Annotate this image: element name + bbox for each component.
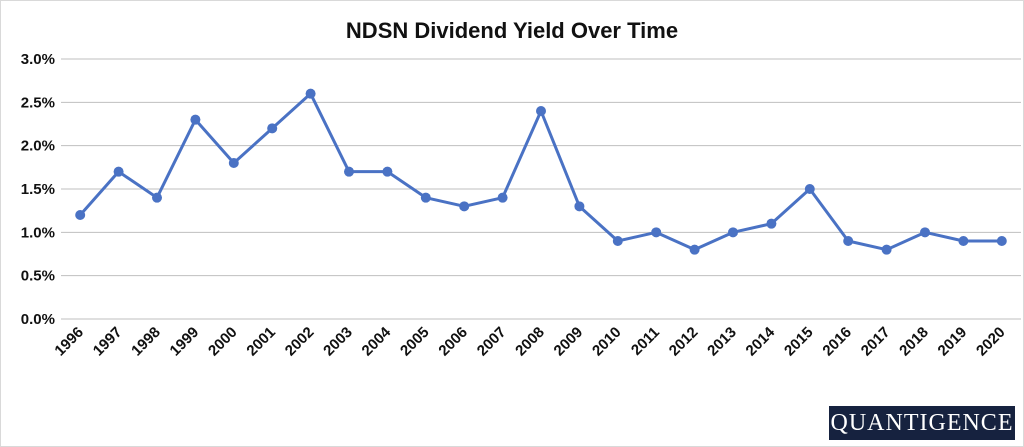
data-point — [689, 244, 700, 255]
data-point — [536, 106, 546, 116]
x-tick-label: 2008 — [512, 324, 548, 360]
x-tick-label: 1998 — [128, 324, 164, 360]
y-tick-label: 0.5% — [21, 268, 55, 285]
data-point — [228, 158, 239, 168]
data-point — [152, 192, 162, 203]
data-point — [920, 227, 930, 238]
x-tick-label: 2011 — [628, 324, 663, 359]
data-point — [382, 166, 393, 177]
logo-text: QUANTIGENCE — [830, 409, 1014, 436]
x-tick-label: 2006 — [435, 324, 471, 360]
data-point — [766, 218, 777, 229]
data-point — [612, 236, 623, 246]
data-point — [459, 201, 470, 212]
x-tick-label: 2000 — [205, 324, 241, 360]
data-point — [420, 192, 431, 203]
x-tick-label: 2014 — [743, 323, 779, 359]
data-point — [497, 192, 508, 203]
y-tick-label: 2.5% — [21, 94, 55, 111]
data-point — [728, 227, 738, 238]
x-tick-label: 2005 — [397, 324, 433, 360]
data-point — [190, 114, 201, 125]
y-tick-label: 0.0% — [21, 311, 55, 328]
data-point — [881, 244, 892, 255]
data-point — [113, 166, 124, 177]
data-point — [574, 201, 585, 212]
data-point — [843, 236, 854, 246]
x-tick-label: 2017 — [858, 324, 894, 360]
x-tick-label: 1999 — [167, 324, 203, 360]
x-tick-label: 2007 — [474, 324, 510, 360]
x-tick-label: 2004 — [359, 323, 395, 359]
y-tick-label: 1.0% — [21, 224, 55, 241]
y-tick-label: 2.0% — [21, 138, 55, 155]
data-point — [344, 166, 354, 177]
x-tick-label: 2019 — [935, 324, 971, 360]
x-tick-label: 2010 — [589, 324, 625, 360]
quantigence-logo: QUANTIGENCE — [829, 406, 1015, 440]
data-point — [75, 210, 86, 220]
x-tick-label: 2001 — [243, 324, 279, 360]
x-tick-label: 2009 — [551, 324, 587, 360]
data-point — [996, 236, 1007, 246]
series-line — [79, 92, 1002, 252]
data-point — [267, 123, 278, 134]
x-tick-label: 1996 — [51, 324, 87, 360]
data-point — [305, 88, 316, 99]
x-tick-label: 1997 — [90, 324, 126, 360]
y-tick-label: 3.0% — [21, 51, 55, 68]
x-tick-label: 2002 — [282, 324, 318, 360]
x-tick-label: 2003 — [320, 324, 356, 360]
x-tick-label: 2016 — [819, 324, 855, 360]
x-tick-label: 2012 — [666, 324, 702, 360]
chart-title: NDSN Dividend Yield Over Time — [346, 18, 678, 43]
x-tick-label: 2013 — [704, 324, 740, 360]
data-point — [651, 227, 662, 238]
x-tick-label: 2015 — [781, 324, 817, 360]
data-point — [804, 184, 815, 194]
x-tick-label: 2020 — [973, 324, 1009, 360]
y-tick-label: 1.5% — [21, 181, 55, 198]
x-tick-label: 2018 — [896, 324, 932, 360]
data-point — [958, 236, 969, 246]
